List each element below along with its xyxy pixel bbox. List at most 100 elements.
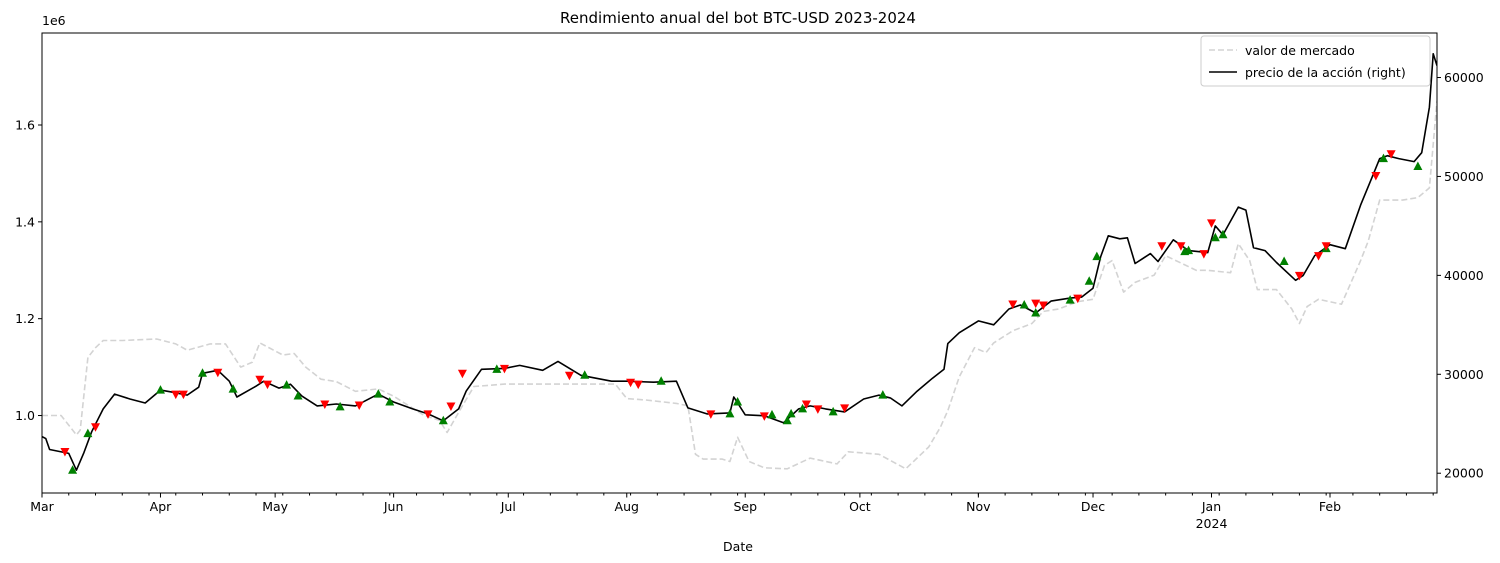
sell-marker [499, 364, 509, 374]
legend: valor de mercado precio de la acción (ri… [1200, 35, 1431, 87]
y-left-tick-label: 1.2 [15, 311, 35, 326]
series-line-market-value [42, 100, 1437, 470]
buy-marker [580, 370, 590, 379]
sell-marker [633, 380, 643, 390]
buy-marker [1092, 251, 1102, 261]
series-layer [42, 53, 1437, 471]
y-left-tick-label: 1.6 [15, 118, 35, 133]
sell-marker [626, 378, 636, 388]
y-right-tick-label: 40000 [1444, 268, 1484, 283]
x-tick-label: Apr [150, 499, 172, 514]
sell-marker [213, 368, 223, 378]
x-tick-sublabel: 2024 [1196, 516, 1228, 531]
sell-marker [1294, 271, 1304, 281]
sell-marker [801, 400, 811, 409]
y-left-offset-text: 1e6 [42, 13, 66, 28]
buy-marker [438, 415, 448, 425]
x-tick-label: Feb [1319, 499, 1341, 514]
buy-marker [335, 401, 345, 411]
sell-marker [759, 412, 769, 421]
sell-marker [840, 404, 850, 413]
sell-marker [1321, 242, 1331, 251]
buy-marker [1031, 307, 1041, 317]
buy-marker [1413, 161, 1423, 171]
sell-marker [457, 369, 467, 379]
sell-marker [354, 401, 364, 410]
sell-marker [1073, 294, 1083, 304]
legend-box [1200, 35, 1431, 87]
buy-marker [725, 408, 735, 418]
sell-marker [1008, 300, 1018, 310]
sell-marker [1386, 150, 1396, 159]
axes-layer: 1.0 1.2 1.4 1.6 20000 30000 40000 50000 60000 Mar… [15, 32, 1484, 531]
y-right-tick-label: 60000 [1444, 70, 1484, 85]
y-left-tick-label: 1.4 [15, 214, 35, 229]
buy-marker [198, 368, 208, 377]
buy-marker [798, 403, 808, 413]
buy-marker [786, 408, 796, 418]
buy-marker [782, 415, 792, 425]
sell-marker [1371, 171, 1381, 181]
sell-marker [1207, 219, 1217, 228]
sell-marker [446, 402, 456, 411]
buy-marker [228, 384, 238, 393]
sell-marker [262, 380, 272, 390]
plot-area [42, 53, 1437, 474]
sell-marker [1157, 242, 1167, 251]
sell-marker [423, 410, 433, 419]
y-right-tick-label: 30000 [1444, 367, 1484, 382]
x-tick-label: Mar [30, 499, 54, 514]
x-tick-label: Dec [1081, 499, 1105, 514]
y-left-tick-label: 1.0 [15, 408, 35, 423]
x-tick-label: Nov [966, 499, 991, 514]
y-right-tick-label: 20000 [1444, 466, 1484, 481]
buy-marker [1378, 153, 1388, 163]
x-tick-label: Jan [1201, 499, 1221, 514]
sell-marker [1176, 242, 1186, 251]
x-tick-label: Oct [849, 499, 871, 514]
sell-marker [255, 375, 265, 385]
sell-marker [60, 447, 70, 457]
sell-marker [1199, 250, 1209, 259]
legend-label-market-value: valor de mercado [1245, 43, 1355, 58]
buy-marker [373, 389, 383, 398]
sell-marker [1031, 299, 1041, 309]
sell-marker [813, 405, 823, 414]
y-right-tick-label: 50000 [1444, 169, 1484, 184]
sell-marker [320, 400, 330, 409]
buy-marker [1210, 232, 1220, 242]
buy-marker [1218, 229, 1228, 239]
buy-marker [83, 428, 93, 438]
buy-marker [1065, 295, 1075, 304]
x-tick-label: Aug [615, 499, 639, 514]
buy-marker [68, 465, 78, 474]
buy-marker [293, 391, 303, 400]
x-tick-label: Sep [733, 499, 757, 514]
sell-marker [171, 390, 181, 400]
buy-marker [1084, 276, 1094, 285]
chart-title: Rendimiento anual del bot BTC-USD 2023-2… [560, 9, 916, 27]
sell-marker [564, 371, 574, 381]
buy-marker [1279, 256, 1289, 266]
marker-layer [60, 150, 1423, 474]
buy-marker [828, 406, 838, 416]
sell-marker [178, 390, 188, 400]
sell-marker [1038, 301, 1048, 311]
buy-marker [656, 376, 666, 385]
x-tick-label: Jul [500, 499, 516, 514]
buy-marker [282, 380, 292, 389]
buy-marker [1019, 300, 1029, 309]
sell-marker [91, 423, 101, 432]
sell-marker [1314, 252, 1324, 261]
sell-marker [706, 410, 716, 419]
x-tick-label: Jun [383, 499, 404, 514]
plot-frame [41, 32, 1438, 494]
legend-label-share-price: precio de la acción (right) [1245, 65, 1406, 80]
buy-marker [767, 409, 777, 419]
buy-marker [878, 390, 888, 399]
buy-marker [385, 396, 395, 406]
buy-marker [492, 364, 502, 373]
x-axis-label: Date [723, 539, 753, 554]
buy-marker [733, 396, 743, 406]
